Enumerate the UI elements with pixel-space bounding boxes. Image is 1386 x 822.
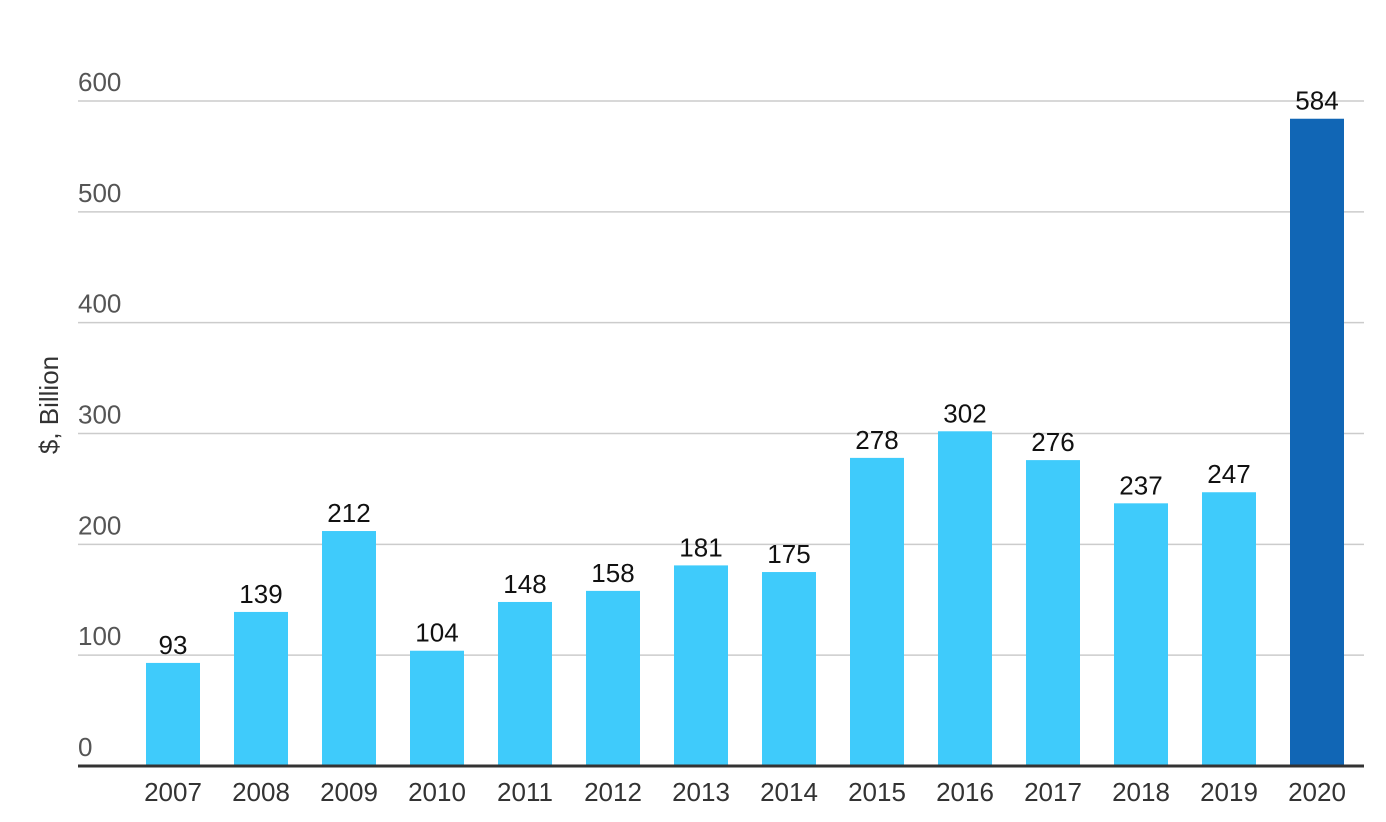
bar-2012 <box>586 590 640 766</box>
y-axis-label: $, Billion <box>34 356 64 454</box>
y-axis-ticks: 0 100 200 300 400 500 600 <box>78 67 121 762</box>
data-label-2017: 276 <box>1031 427 1074 457</box>
x-tick-label-2014: 2014 <box>760 777 818 807</box>
data-label-2007: 93 <box>159 630 188 660</box>
data-label-2011: 148 <box>503 569 546 599</box>
x-tick-label-2012: 2012 <box>584 777 642 807</box>
x-tick-label-2017: 2017 <box>1024 777 1082 807</box>
bar-2011 <box>498 601 552 766</box>
data-label-2014: 175 <box>767 539 810 569</box>
bar-2009 <box>322 531 376 766</box>
data-label-2019: 247 <box>1207 459 1250 489</box>
data-label-2009: 212 <box>327 498 370 528</box>
y-tick-label-600: 600 <box>78 67 121 97</box>
bar-2010 <box>410 650 464 766</box>
bars <box>146 118 1344 766</box>
y-tick-label-400: 400 <box>78 289 121 319</box>
x-tick-label-2018: 2018 <box>1112 777 1170 807</box>
x-axis-ticks: 2007 2008 2009 2010 2011 2012 2013 2014 2015 2016… <box>144 777 1346 807</box>
y-tick-label-500: 500 <box>78 178 121 208</box>
x-tick-label-2013: 2013 <box>672 777 730 807</box>
x-tick-label-2015: 2015 <box>848 777 906 807</box>
bar-2020 <box>1290 118 1344 766</box>
x-tick-label-2009: 2009 <box>320 777 378 807</box>
x-tick-label-2011: 2011 <box>497 777 553 807</box>
x-tick-label-2010: 2010 <box>408 777 466 807</box>
x-tick-label-2020: 2020 <box>1288 777 1346 807</box>
x-tick-label-2019: 2019 <box>1200 777 1258 807</box>
y-tick-label-100: 100 <box>78 621 121 651</box>
data-label-2018: 237 <box>1119 470 1162 500</box>
data-label-2012: 158 <box>591 558 634 588</box>
x-tick-label-2008: 2008 <box>232 777 290 807</box>
bar-2015 <box>850 457 904 766</box>
y-tick-label-300: 300 <box>78 400 121 430</box>
data-label-2015: 278 <box>855 425 898 455</box>
bar-2017 <box>1026 460 1080 766</box>
y-tick-label-200: 200 <box>78 510 121 540</box>
bar-2008 <box>234 611 288 766</box>
x-tick-label-2016: 2016 <box>936 777 994 807</box>
bar-2013 <box>674 565 728 766</box>
bar-2018 <box>1114 503 1168 766</box>
data-label-2010: 104 <box>415 618 458 648</box>
x-tick-label-2007: 2007 <box>144 777 202 807</box>
bar-2007 <box>146 662 200 766</box>
bar-2014 <box>762 572 816 766</box>
bar-2019 <box>1202 492 1256 766</box>
data-label-2008: 139 <box>239 579 282 609</box>
data-label-2016: 302 <box>943 398 986 428</box>
data-label-2013: 181 <box>679 532 722 562</box>
y-tick-label-0: 0 <box>78 732 92 762</box>
bar-2016 <box>938 431 992 766</box>
data-labels: 93 139 212 104 148 158 181 175 278 302 276 237 247 58… <box>159 86 1339 660</box>
data-label-2020: 584 <box>1295 86 1338 116</box>
